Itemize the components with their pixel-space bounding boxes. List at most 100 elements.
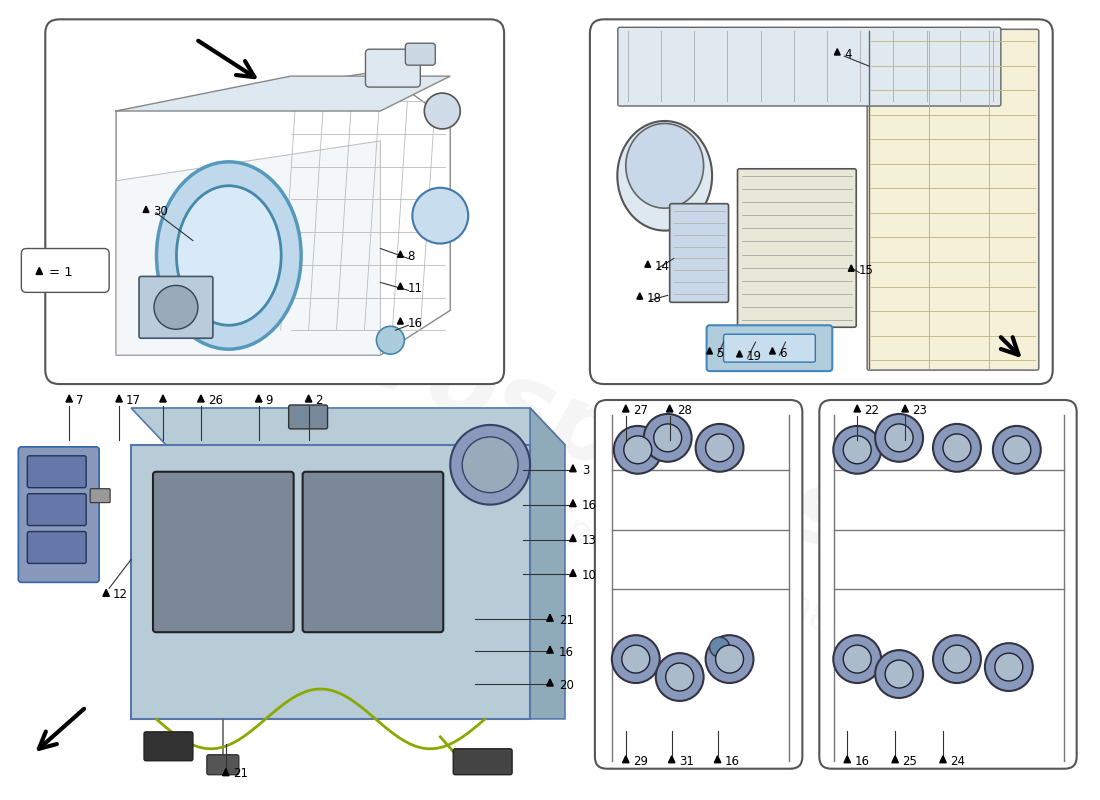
Polygon shape [667,405,673,412]
FancyBboxPatch shape [595,400,802,769]
FancyBboxPatch shape [21,249,109,292]
Text: 7: 7 [76,394,84,407]
Polygon shape [570,465,576,472]
Circle shape [710,637,729,657]
Text: 3: 3 [582,464,590,478]
Circle shape [644,414,692,462]
FancyBboxPatch shape [28,531,86,563]
FancyBboxPatch shape [139,277,213,338]
Circle shape [614,426,662,474]
Polygon shape [160,395,166,402]
Text: 21: 21 [233,767,248,780]
Text: 25: 25 [902,755,917,768]
Polygon shape [116,395,122,402]
Circle shape [834,635,881,683]
Polygon shape [848,265,855,271]
FancyBboxPatch shape [453,749,513,774]
FancyBboxPatch shape [28,494,86,526]
Text: 9: 9 [266,394,273,407]
Text: 14: 14 [654,260,670,273]
Polygon shape [66,395,73,402]
Polygon shape [835,49,840,55]
Polygon shape [131,445,530,719]
FancyBboxPatch shape [590,19,1053,384]
FancyBboxPatch shape [670,204,728,302]
Text: 12: 12 [113,588,128,601]
FancyBboxPatch shape [365,50,420,87]
Text: 16: 16 [725,755,739,768]
Circle shape [844,436,871,464]
Polygon shape [902,405,909,412]
Circle shape [376,326,405,354]
Text: 13: 13 [582,534,597,547]
Circle shape [624,436,651,464]
Circle shape [933,424,981,472]
FancyBboxPatch shape [153,472,294,632]
Text: 30: 30 [153,205,168,218]
Text: 8: 8 [407,250,415,263]
FancyBboxPatch shape [207,754,239,774]
Circle shape [933,635,981,683]
Circle shape [695,424,744,472]
FancyBboxPatch shape [19,447,99,582]
Text: 16: 16 [559,646,574,658]
Circle shape [984,643,1033,691]
Ellipse shape [156,162,301,349]
Polygon shape [770,348,776,354]
Circle shape [844,645,871,673]
FancyBboxPatch shape [724,334,815,362]
Text: 29: 29 [632,755,648,768]
Circle shape [612,635,660,683]
Ellipse shape [617,121,712,230]
FancyBboxPatch shape [288,405,328,429]
Polygon shape [143,206,148,213]
Polygon shape [103,590,109,596]
Circle shape [943,434,971,462]
FancyBboxPatch shape [618,27,1001,106]
Polygon shape [570,500,576,506]
Text: 5: 5 [716,346,724,360]
Text: 31: 31 [679,755,693,768]
Circle shape [886,424,913,452]
FancyBboxPatch shape [90,489,110,502]
Polygon shape [117,76,450,111]
Circle shape [705,635,754,683]
Polygon shape [645,261,651,267]
Text: 4: 4 [845,48,851,61]
FancyBboxPatch shape [867,30,1038,370]
Circle shape [716,645,744,673]
Polygon shape [706,348,713,354]
Text: eurospares: eurospares [236,266,864,574]
Circle shape [656,653,704,701]
Text: 15: 15 [858,264,873,277]
Text: 28: 28 [676,405,692,418]
Polygon shape [854,405,860,412]
FancyBboxPatch shape [45,19,504,384]
Circle shape [876,650,923,698]
Polygon shape [570,570,576,576]
FancyBboxPatch shape [28,456,86,488]
Circle shape [994,653,1023,681]
Polygon shape [547,679,553,686]
Polygon shape [714,756,720,762]
Polygon shape [892,756,899,762]
Text: 21: 21 [559,614,574,626]
FancyBboxPatch shape [406,43,436,65]
Circle shape [876,414,923,462]
Polygon shape [36,267,43,274]
Polygon shape [547,646,553,653]
Polygon shape [623,405,629,412]
Circle shape [705,434,734,462]
Polygon shape [637,293,642,299]
Text: 23: 23 [912,405,927,418]
Text: 6: 6 [780,346,786,360]
Text: 16: 16 [855,755,869,768]
Text: 27: 27 [632,405,648,418]
Text: 19: 19 [747,350,761,362]
Polygon shape [131,408,565,445]
FancyBboxPatch shape [144,732,192,761]
Polygon shape [737,350,742,357]
Polygon shape [255,395,262,402]
Polygon shape [547,614,553,622]
Circle shape [653,424,682,452]
